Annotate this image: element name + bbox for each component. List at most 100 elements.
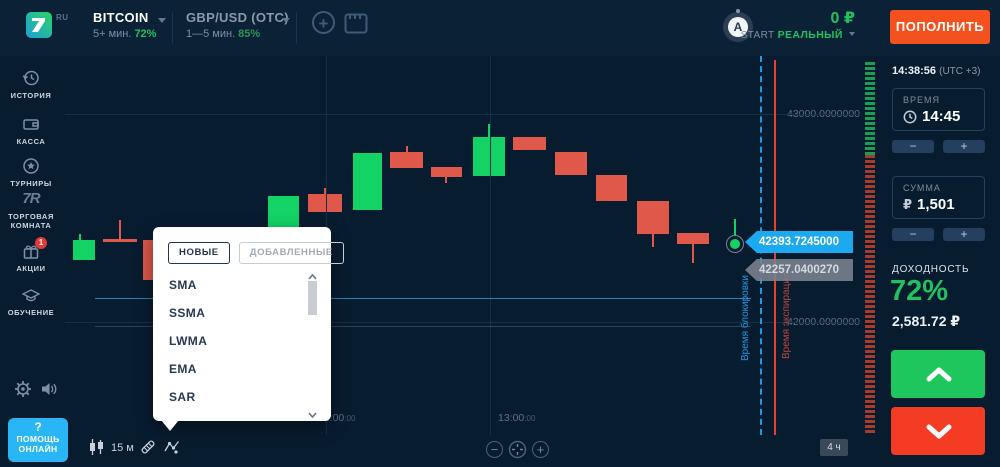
current-candle-wick (734, 219, 736, 240)
chevron-down-icon[interactable] (158, 18, 166, 23)
candle-wick (406, 146, 408, 152)
candle-down (637, 201, 669, 234)
time-value: 14:45 (922, 108, 961, 125)
sidebar-item-trading-room[interactable]: 7R ТОРГОВАЯ КОМНАТА (8, 190, 54, 230)
zoom-in-button[interactable]: + (532, 441, 549, 458)
sidebar-item-education[interactable]: ОБУЧЕНИЕ (0, 286, 62, 317)
candle-wick (445, 177, 447, 183)
candle-down (103, 239, 137, 242)
candle-down (513, 137, 546, 150)
amount-minus-button[interactable]: − (892, 228, 934, 241)
candle-wick (652, 234, 654, 247)
candle-wick (324, 188, 326, 194)
indicators-popup: НОВЫЕ ДОБАВЛЕННЫЕ SMA SSMA LWMA EMA SAR (153, 227, 344, 431)
currency-symbol: ₽ (903, 196, 913, 212)
tab-added-indicators[interactable]: ДОБАВЛЕННЫЕ (238, 242, 344, 264)
avatar-status-dot (736, 9, 740, 13)
fit-chart-button[interactable] (508, 440, 527, 464)
candle-down (308, 194, 342, 212)
time-input-box[interactable]: ВРЕМЯ 14:45 (892, 88, 985, 131)
sentiment-bar-down (865, 155, 875, 435)
popup-scrollbar[interactable] (307, 269, 318, 419)
logo-glyph (32, 18, 45, 32)
account-prefix: START (740, 30, 775, 41)
help-question-icon: ? (34, 420, 42, 434)
candle-wick (79, 234, 81, 240)
current-price-marker (730, 239, 740, 249)
payout-amount: 2,581.72 ₽ (892, 313, 961, 329)
candle-down (677, 233, 709, 244)
account-type-selector[interactable]: START РЕАЛЬНЫЙ (720, 29, 855, 41)
asset-duration: 5+ мин. (93, 28, 132, 40)
candle-down (431, 167, 462, 177)
sidebar-item-tournaments[interactable]: ТУРНИРЫ (0, 157, 62, 188)
scrollbar-thumb[interactable] (308, 281, 317, 315)
amount-label: СУММА (903, 183, 941, 193)
indicator-item-sar[interactable]: SAR (169, 390, 196, 404)
indicator-item-lwma[interactable]: LWMA (169, 334, 208, 348)
current-price-tag: 42393.7245000 (745, 231, 853, 253)
call-up-button[interactable] (891, 350, 985, 398)
scroll-up-icon[interactable] (307, 269, 318, 280)
add-asset-button[interactable]: + (312, 11, 335, 34)
zoom-out-button[interactable]: − (486, 441, 503, 458)
avatar-letter: A (728, 17, 748, 37)
timeframe-badge[interactable]: 4 ч (820, 439, 848, 456)
strike-price-tag: 42257.0400270 (745, 259, 853, 281)
indicators-icon[interactable] (163, 438, 181, 461)
balance-value[interactable]: 0 ₽ (830, 10, 855, 27)
time-plus-button[interactable]: + (943, 140, 985, 153)
top-bar: RU BITCOIN 5+ мин. 72% GBP/USD (OTC) 1—5 … (0, 0, 1000, 56)
help-online-button[interactable]: ? ПОМОЩЬ ОНЛАЙН (8, 418, 68, 462)
strike-price-line (95, 326, 751, 327)
asset-symbol: BITCOIN (93, 10, 149, 25)
chevron-down-icon (926, 424, 952, 439)
amount-plus-button[interactable]: + (943, 228, 985, 241)
tabs-layout-icon[interactable] (344, 13, 368, 39)
time-minus-button[interactable]: − (892, 140, 934, 153)
indicator-item-ema[interactable]: EMA (169, 362, 197, 376)
account-type: РЕАЛЬНЫЙ (777, 29, 843, 41)
candle-up (268, 196, 299, 227)
asset-tab-bitcoin[interactable]: BITCOIN 5+ мин. 72% (93, 10, 156, 46)
candle-up (353, 153, 382, 210)
lock-time-label: Время блокировки (740, 274, 751, 361)
amount-input-box[interactable]: СУММА ₽ 1,501 (892, 176, 985, 219)
asset-payout: 85% (238, 28, 261, 40)
avatar[interactable]: A (723, 9, 753, 42)
sidebar-item-promotions[interactable]: 1 АКЦИИ (16, 237, 47, 273)
candle-down (596, 175, 627, 201)
app-logo[interactable] (26, 12, 52, 38)
candle-up (73, 240, 95, 260)
clock-icon (903, 110, 917, 123)
sound-icon[interactable] (40, 380, 58, 403)
candlestick-chart[interactable]: 13:00:00 12:00:00 42000.0000000 43000.00000… (0, 56, 886, 435)
logo-region-label: RU (56, 13, 69, 22)
sidebar-item-cashier[interactable]: КАССА (0, 115, 62, 146)
chevron-up-icon (926, 367, 952, 382)
indicator-item-ssma[interactable]: SSMA (169, 306, 206, 320)
put-down-button[interactable] (891, 407, 985, 455)
current-price-line (95, 298, 751, 299)
expiry-time-label: Время экспирации (781, 272, 792, 359)
chevron-down-icon[interactable] (282, 18, 290, 23)
chart-type-icon[interactable] (88, 438, 106, 461)
interval-selector[interactable]: 15 м (111, 442, 134, 454)
candle-up (473, 137, 505, 176)
settings-gear-icon[interactable] (14, 380, 32, 403)
asset-tab-gbpusd[interactable]: GBP/USD (OTC) 1—5 мин. 85% (186, 10, 289, 46)
tab-new-indicators[interactable]: НОВЫЕ (168, 242, 230, 264)
gridline-horizontal (65, 322, 860, 323)
trading-room-icon: 7R (22, 190, 40, 207)
indicator-item-sma[interactable]: SMA (169, 278, 197, 292)
sidebar-item-history[interactable]: ИСТОРИЯ (0, 69, 62, 100)
tournament-star-icon (22, 157, 40, 175)
drawing-tool-icon[interactable] (139, 438, 157, 461)
wallet-icon (22, 115, 40, 133)
deposit-button[interactable]: ПОПОЛНИТЬ (890, 10, 990, 44)
scroll-down-icon[interactable] (307, 407, 318, 419)
utc-offset: (UTC +3) (939, 66, 981, 77)
promotions-badge: 1 (35, 237, 47, 249)
graduation-cap-icon (21, 286, 41, 304)
